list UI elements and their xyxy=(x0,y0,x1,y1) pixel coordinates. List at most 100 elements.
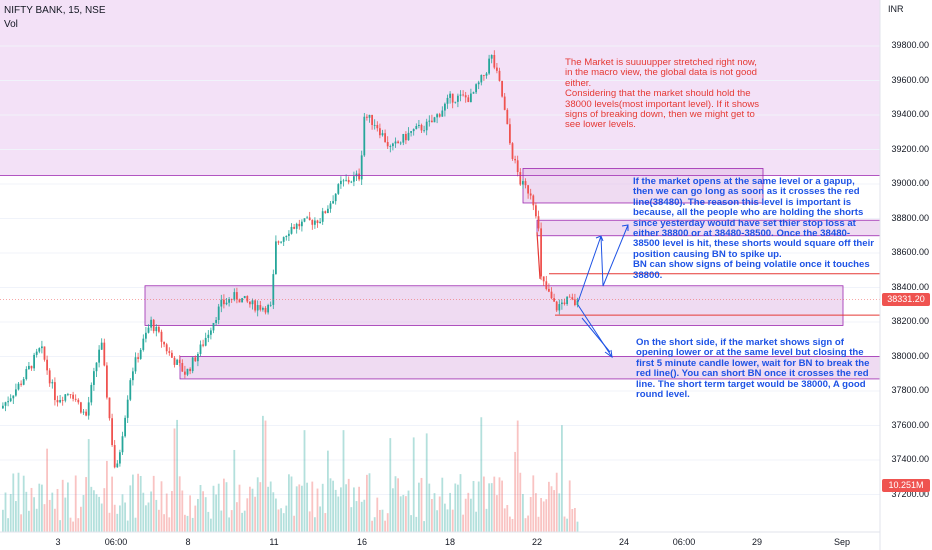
volume-bar xyxy=(48,499,51,532)
chart-header: NIFTY BANK, 15, NSE Vol xyxy=(4,4,106,32)
volume-bar xyxy=(20,514,22,532)
volume-bar xyxy=(288,474,290,532)
candle-body xyxy=(28,365,30,370)
candle-body xyxy=(267,305,269,313)
candle-body xyxy=(449,93,451,98)
volume-bar xyxy=(277,509,280,532)
candle-body xyxy=(74,398,77,400)
volume-bar xyxy=(233,449,236,532)
volume-bar xyxy=(100,503,103,532)
candle-body xyxy=(347,179,350,183)
volume-bar xyxy=(451,509,454,532)
shaded-area-top xyxy=(0,0,880,176)
price-tick-label: 39400.00 xyxy=(891,109,929,119)
symbol-title[interactable]: NIFTY BANK, 15, NSE xyxy=(4,5,106,16)
last-price-tag: 38331.20 xyxy=(882,292,930,306)
volume-bar xyxy=(496,495,498,532)
volume-bar xyxy=(381,509,384,532)
volume-bar xyxy=(423,521,425,532)
volume-bar xyxy=(433,493,436,532)
candle-body xyxy=(9,398,12,402)
volume-bar xyxy=(436,510,438,532)
candle-body xyxy=(15,389,17,396)
candle-body xyxy=(306,217,308,219)
candle-body xyxy=(137,357,139,359)
candle-body xyxy=(228,299,230,303)
volume-bar xyxy=(506,505,509,532)
volume-bar xyxy=(306,482,308,532)
candle-body xyxy=(386,142,389,147)
candle-body xyxy=(563,302,566,304)
candle-body xyxy=(264,307,267,313)
candle-body xyxy=(199,344,202,354)
candle-body xyxy=(553,298,555,302)
candle-body xyxy=(566,296,568,304)
candle-body xyxy=(415,126,418,130)
volume-bar xyxy=(178,476,181,532)
volume-bar xyxy=(571,509,574,532)
candle-body xyxy=(48,370,51,384)
volume-bar xyxy=(319,506,321,532)
date-tick-label: 22 xyxy=(531,537,543,547)
date-tick-label: 11 xyxy=(269,537,279,547)
volume-bar xyxy=(464,498,467,532)
volume-bar xyxy=(119,505,121,532)
volume-bar xyxy=(459,474,462,532)
candle-body xyxy=(345,179,347,181)
volume-bar xyxy=(389,438,392,532)
volume-bar xyxy=(186,515,189,532)
volume-bar xyxy=(103,488,106,532)
candle-body xyxy=(17,383,20,390)
volume-bar xyxy=(15,501,17,532)
volume-label[interactable]: Vol xyxy=(4,19,18,30)
candle-body xyxy=(311,220,314,225)
candle-body xyxy=(462,94,464,96)
volume-bar xyxy=(558,493,561,532)
volume-bar xyxy=(444,503,446,532)
candle-body xyxy=(132,371,134,381)
volume-bar xyxy=(262,415,264,532)
volume-bar xyxy=(308,511,311,532)
candle-body xyxy=(321,211,324,222)
candle-body xyxy=(316,220,319,223)
volume-bar xyxy=(350,507,353,532)
candle-body xyxy=(342,180,345,182)
volume-bar xyxy=(384,520,386,532)
candle-body xyxy=(459,94,462,96)
macro-note[interactable]: The Market is suuuupper stretched right … xyxy=(565,57,760,131)
candle-body xyxy=(464,95,467,98)
candle-body xyxy=(87,402,90,416)
volume-bar xyxy=(155,499,158,532)
volume-bar xyxy=(165,493,168,532)
candle-body xyxy=(574,299,576,306)
volume-bar xyxy=(256,477,259,532)
volume-bar xyxy=(74,475,77,532)
zone-box xyxy=(144,285,844,326)
volume-bar xyxy=(126,520,129,532)
long-arrow-head-1 xyxy=(595,235,604,242)
candle-body xyxy=(197,353,199,362)
volume-bar xyxy=(61,479,64,532)
candle-body xyxy=(441,110,444,117)
candle-body xyxy=(277,241,280,243)
candle-body xyxy=(389,146,392,147)
candle-body xyxy=(485,73,488,76)
candle-body xyxy=(254,300,256,311)
candle-body xyxy=(545,281,548,289)
volume-bar xyxy=(527,515,529,532)
volume-bar xyxy=(225,482,228,532)
long-side-note[interactable]: If the market opens at the same level or… xyxy=(633,176,874,281)
gap-red-mark xyxy=(536,232,541,279)
short-side-note[interactable]: On the short side, if the market shows s… xyxy=(636,337,873,401)
volume-bar xyxy=(35,508,38,532)
candle-body xyxy=(189,368,191,372)
volume-bar xyxy=(264,420,267,532)
volume-bar xyxy=(207,511,210,532)
candle-body xyxy=(493,54,496,68)
volume-bar xyxy=(576,521,579,532)
candle-body xyxy=(77,399,80,403)
candle-body xyxy=(20,383,22,385)
volume-bar xyxy=(321,483,324,532)
volume-bar xyxy=(522,494,524,532)
